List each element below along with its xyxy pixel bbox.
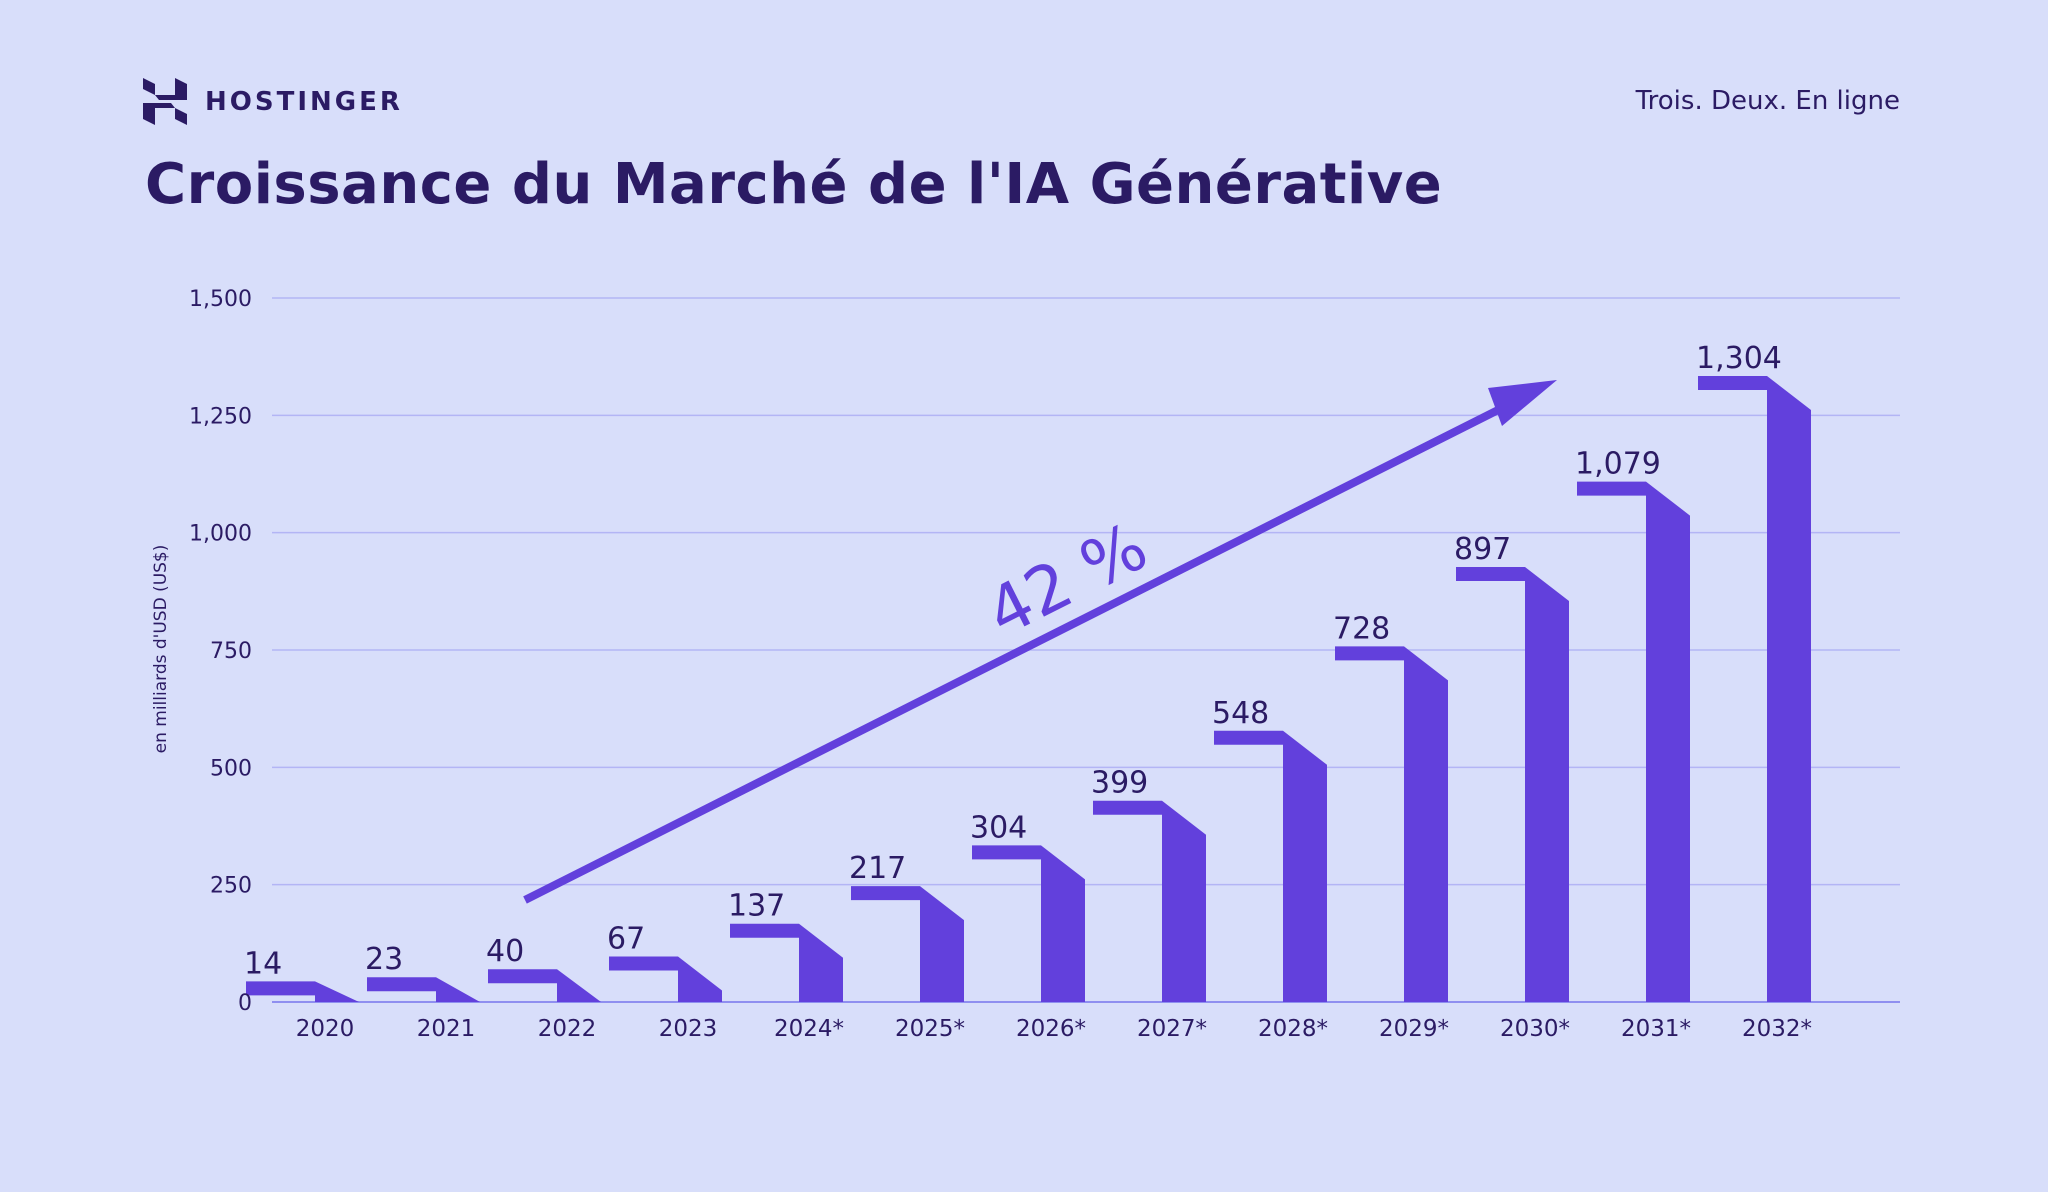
x-tick-label: 2025* [895, 1016, 965, 1042]
x-tick-label: 2031* [1621, 1016, 1691, 1042]
data-label: 23 [365, 942, 403, 977]
x-tick-label: 2030* [1500, 1016, 1570, 1042]
x-tick-label: 2022 [538, 1016, 597, 1042]
data-label: 217 [849, 851, 906, 886]
x-tick-label: 2032* [1742, 1016, 1812, 1042]
y-tick-label: 1,500 [189, 287, 252, 312]
data-label: 304 [970, 810, 1027, 845]
data-label: 137 [728, 889, 785, 924]
y-tick-label: 500 [210, 756, 252, 781]
x-tick-label: 2020 [296, 1016, 355, 1042]
hostinger-logo-icon [143, 78, 187, 125]
brand-logo: HOSTINGER [143, 78, 403, 125]
data-label: 14 [244, 946, 282, 981]
data-label: 1,304 [1696, 341, 1782, 376]
x-tick-label: 2027* [1137, 1016, 1207, 1042]
data-label: 728 [1333, 611, 1390, 646]
data-label: 399 [1091, 766, 1148, 801]
x-tick-label: 2021 [417, 1016, 476, 1042]
data-label: 1,079 [1575, 447, 1661, 482]
y-tick-label: 1,250 [189, 404, 252, 429]
x-tick-label: 2023 [659, 1016, 718, 1042]
bar-2022 [488, 969, 601, 1002]
growth-arrow: 42 % [523, 380, 1557, 904]
bar-2021 [367, 977, 480, 1002]
x-tick-label: 2028* [1258, 1016, 1328, 1042]
arrow-head-icon [1488, 380, 1557, 426]
bar-2025* [851, 886, 964, 1002]
x-tick-label: 2026* [1016, 1016, 1086, 1042]
bar-2029* [1335, 646, 1448, 1002]
brand-name: HOSTINGER [205, 86, 403, 117]
bar-2027* [1093, 800, 1206, 1002]
bar-2028* [1214, 730, 1327, 1002]
data-label: 67 [607, 922, 645, 957]
data-label: 548 [1212, 696, 1269, 731]
y-tick-label: 0 [238, 991, 252, 1016]
y-tick-label: 250 [210, 874, 252, 899]
x-tick-label: 2029* [1379, 1016, 1449, 1042]
data-label: 897 [1454, 532, 1511, 567]
y-tick-label: 750 [210, 639, 252, 664]
bar-2023 [609, 956, 722, 1002]
x-tick-label: 2024* [774, 1016, 844, 1042]
chart-title: Croissance du Marché de l'IA Générative [145, 152, 1443, 217]
tagline: Trois. Deux. En ligne [1635, 86, 1900, 116]
bar-2031* [1577, 481, 1690, 1002]
bar-2032* [1698, 375, 1811, 1002]
bar-2030* [1456, 567, 1569, 1002]
y-tick-label: 1,000 [189, 522, 252, 547]
bar-2020 [246, 981, 359, 1002]
bar-2024* [730, 923, 843, 1002]
bar-2026* [972, 845, 1085, 1002]
data-label: 40 [486, 934, 524, 969]
